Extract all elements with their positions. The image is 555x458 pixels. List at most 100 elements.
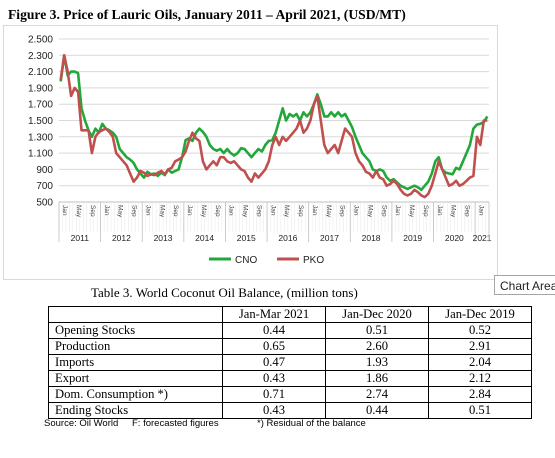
footnote-forecast: F: forecasted figures [132,418,219,429]
footnote-residual: *) Residual of the balance [257,418,366,429]
table-header-cell [48,306,223,323]
footnote-source: Source: Oil World [44,418,119,429]
chart-area[interactable]: 2.500 2.300 2.100 1.900 1.700 1.500 1.300 1.100… [3,25,498,280]
table-row: Opening Stocks 0.44 0.51 0.52 [48,322,532,339]
y-tick-label: 1.500 [28,116,53,127]
table-row: Production 0.65 2.60 2.91 [48,338,532,355]
table-cell: 0.44 [325,402,429,419]
y-tick-label: 2.300 [28,51,53,62]
x-month-label: Jan [186,205,193,216]
x-year-label: 2019 [403,233,422,243]
x-month-label: Sep [339,205,346,217]
table-cell: 2.60 [325,338,429,355]
legend-label-pko: PKO [303,255,324,266]
x-month-label: May [75,205,82,218]
x-month-label: Sep [463,205,470,217]
y-tick-label: 500 [36,198,53,209]
x-month-label: May [117,205,124,218]
x-month-label: May [242,205,249,218]
x-year-label: 2016 [278,233,297,243]
x-month-label: Sep [255,205,262,217]
table-header-cell: Jan-Dec 2020 [325,306,429,323]
x-month-label: May [408,205,415,218]
x-month-label: Sep [131,205,138,217]
row-label: Dom. Consumption *) [48,386,223,403]
table-row: Imports 0.47 1.93 2.04 [48,354,532,371]
x-month-label: Jan [103,205,110,216]
x-year-label: 2020 [445,233,464,243]
table-cell: 0.52 [428,322,532,339]
y-tick-label: 2.500 [28,35,53,46]
row-label: Production [48,338,223,355]
table-cell: 2.84 [428,386,532,403]
table-cell: 2.91 [428,338,532,355]
x-month-label: May [158,205,165,218]
x-year-label: 2018 [362,233,381,243]
x-month-label: Sep [422,205,429,217]
table-header-cell: Jan-Dec 2019 [428,306,532,323]
table-cell: 0.47 [222,354,326,371]
table-header-cell: Jan-Mar 2021 [222,306,326,323]
x-month-label: May [366,205,373,218]
row-label: Opening Stocks [48,322,223,339]
x-month-label: Jan [228,205,235,216]
table-cell: 0.51 [325,322,429,339]
x-month-label: Jan [311,205,318,216]
x-month-label: Sep [297,205,304,217]
x-month-label: May [450,205,457,218]
x-month-label: Sep [89,205,96,217]
row-label: Ending Stocks [48,402,223,419]
lauric-oil-price-chart: 2.500 2.300 2.100 1.900 1.700 1.500 1.300 1.100… [28,35,492,267]
x-month-label: Jan [353,205,360,216]
table-cell: 0.44 [222,322,326,339]
row-label: Imports [48,354,223,371]
table-cell: 2.04 [428,354,532,371]
table-cell: 1.86 [325,370,429,387]
y-tick-label: 2.100 [28,67,53,78]
x-year-label: 2012 [112,233,131,243]
y-tick-label: 1.700 [28,100,53,111]
table-cell: 1.93 [325,354,429,371]
x-month-label: Jan [61,205,68,216]
table-title: Table 3. World Coconut Oil Balance, (mil… [91,285,358,300]
x-month-label: Jan [436,205,443,216]
table-cell: 2.74 [325,386,429,403]
y-tick-label: 1.300 [28,132,53,143]
x-month-label: May [200,205,207,218]
table-cell: 0.43 [222,402,326,419]
chart-area-tooltip: Chart Area [494,275,555,295]
series-line-cno [59,53,489,192]
coconut-oil-balance-table: Jan-Mar 2021 Jan-Dec 2020 Jan-Dec 2019 O… [48,306,532,419]
x-month-label: May [325,205,332,218]
table-cell: 0.71 [222,386,326,403]
x-month-label: Jan [144,205,151,216]
x-year-label: 2015 [237,233,256,243]
x-month-label: Jan [477,205,484,216]
x-month-label: Sep [214,205,221,217]
table-row: Ending Stocks 0.43 0.44 0.51 [48,402,532,419]
y-tick-label: 900 [36,165,53,176]
table-header-row: Jan-Mar 2021 Jan-Dec 2020 Jan-Dec 2019 [48,306,532,323]
table-row: Dom. Consumption *) 0.71 2.74 2.84 [48,386,532,403]
figure-title: Figure 3. Price of Lauric Oils, January … [8,7,406,22]
table-row: Export 0.43 1.86 2.12 [48,370,532,387]
table-cell: 0.51 [428,402,532,419]
x-month-label: May [283,205,290,218]
y-tick-label: 1.900 [28,83,53,94]
x-year-label: 2011 [71,233,90,243]
series-line-pko [59,53,488,199]
legend-label-cno: CNO [235,255,257,266]
x-month-label: Sep [172,205,179,217]
x-year-label: 2017 [320,233,339,243]
table-cell: 0.65 [222,338,326,355]
y-tick-label: 1.100 [28,149,53,160]
y-tick-label: 700 [36,181,53,192]
x-month-label: Sep [380,205,387,217]
row-label: Export [48,370,223,387]
x-year-label: 2013 [154,233,173,243]
x-month-label: Jan [269,205,276,216]
table-cell: 0.43 [222,370,326,387]
x-year-label: 2014 [195,233,214,243]
table-cell: 2.12 [428,370,532,387]
x-year-label: 2021 [473,233,492,243]
